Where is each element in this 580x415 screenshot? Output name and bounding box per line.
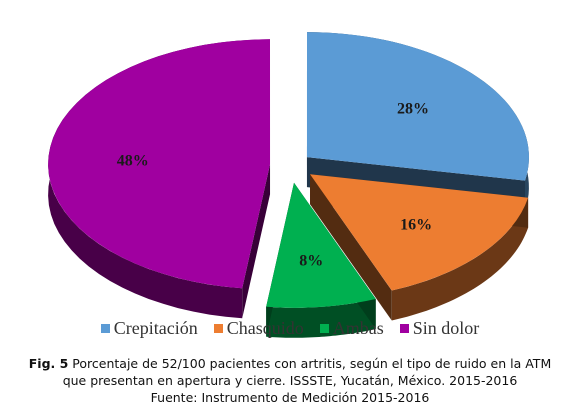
data-label-crepitacion: 28% (397, 101, 429, 118)
legend-item-chasquido: Chasquido (213, 318, 304, 339)
pie-chart: 28% 16% 8% 48% (48, 32, 529, 338)
pie-side-chasquido (391, 197, 529, 321)
figure-label: Fig. 5 (28, 356, 69, 371)
data-label-sin-dolor: 48% (117, 152, 149, 169)
pie-slice-chasquido (310, 174, 529, 291)
legend: Crepitación Chasquido Ambas Sin dolor (0, 318, 580, 339)
legend-item-sin-dolor: Sin dolor (399, 318, 480, 339)
pie-wall-chasquido-1 (310, 174, 392, 321)
caption-line-3: Fuente: Instrumento de Medición 2015-201… (150, 390, 430, 405)
pie-wall-sin-dolor-0 (242, 164, 271, 319)
legend-label-sin-dolor: Sin dolor (412, 318, 480, 338)
legend-item-ambas: Ambas (319, 318, 384, 339)
data-label-chasquido: 16% (400, 217, 432, 234)
caption-text-1: Porcentaje de 52/100 pacientes con artri… (68, 356, 552, 371)
pie-side-ambas (266, 299, 376, 338)
pie-slice-ambas (266, 182, 376, 308)
legend-label-crepitacion: Crepitación (113, 318, 198, 338)
pie-slice-crepitacion (306, 32, 529, 181)
legend-item-crepitacion: Crepitación (100, 318, 198, 339)
legend-swatch-chasquido (213, 324, 223, 333)
legend-swatch-crepitacion (100, 324, 110, 333)
legend-swatch-ambas (319, 324, 329, 333)
caption-line-1: Fig. 5 Porcentaje de 52/100 pacientes co… (0, 355, 580, 372)
data-label-ambas: 8% (299, 253, 323, 270)
pie-slice-sin-dolor (48, 39, 271, 289)
legend-label-ambas: Ambas (332, 318, 384, 338)
caption-line-2: que presentan en apertura y cierre. ISSS… (62, 373, 518, 388)
pie-slice-tops (48, 32, 529, 308)
legend-label-chasquido: Chasquido (226, 318, 304, 338)
data-labels: 28% 16% 8% 48% (117, 101, 432, 270)
figure-caption: Fig. 5 Porcentaje de 52/100 pacientes co… (0, 355, 580, 406)
legend-swatch-sin-dolor (399, 324, 409, 333)
